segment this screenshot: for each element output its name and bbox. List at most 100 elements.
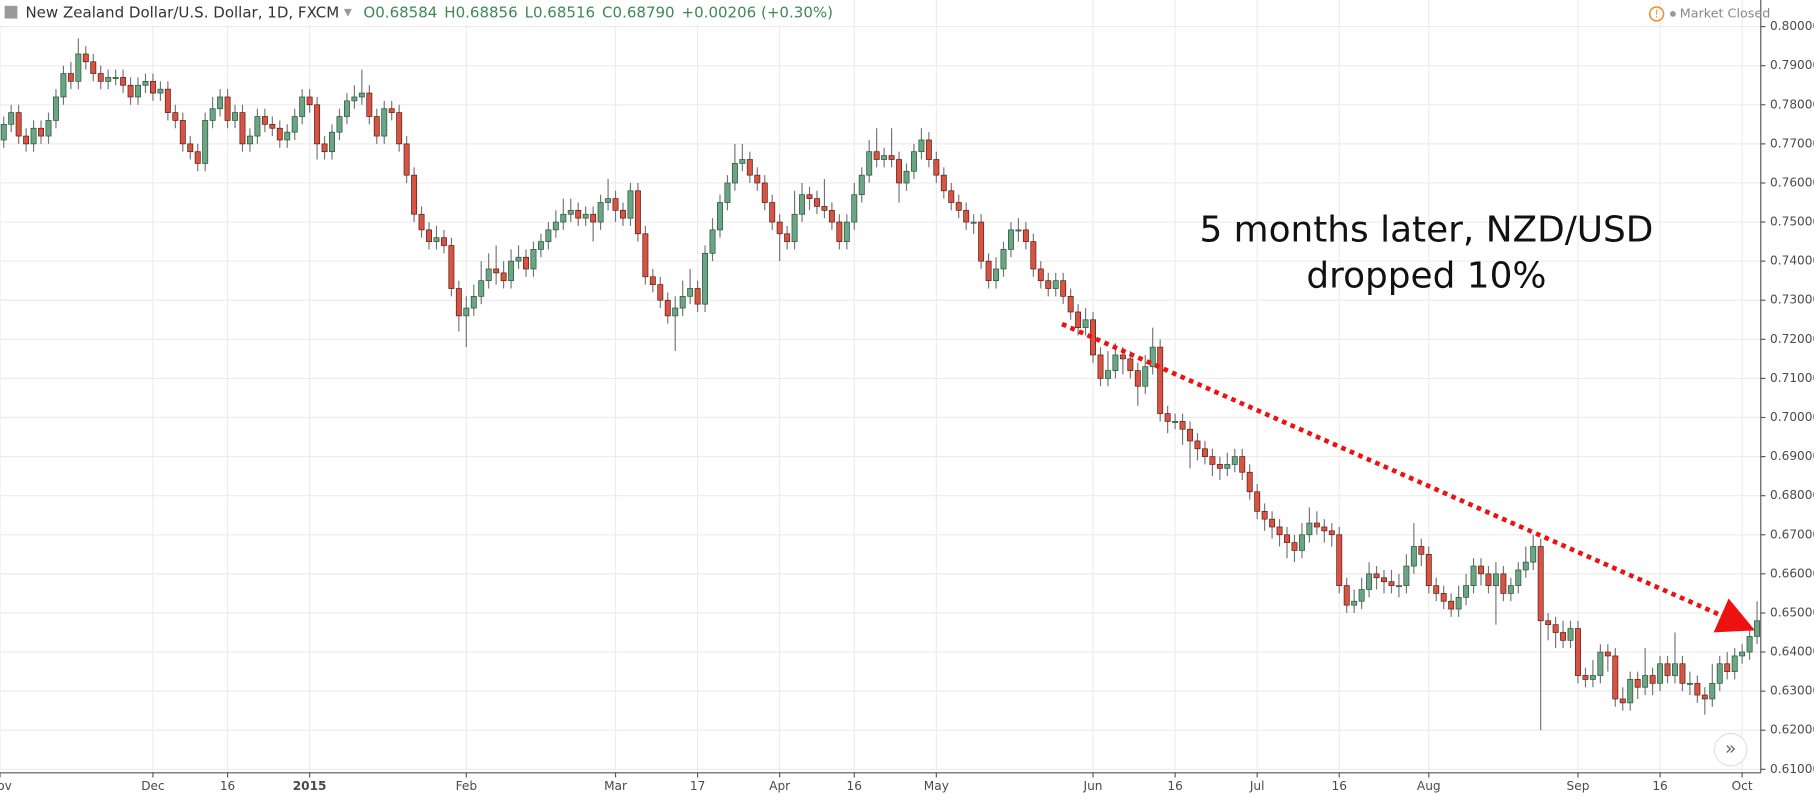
candle-body — [1149, 346, 1156, 368]
candle-body — [1164, 413, 1171, 422]
candle-body — [1187, 428, 1193, 442]
candle-body — [911, 151, 917, 172]
candle-body — [1321, 526, 1328, 532]
candle-body — [67, 73, 74, 82]
candle-body — [1291, 542, 1298, 551]
candle-body — [1030, 241, 1037, 270]
candle-body — [575, 209, 582, 219]
candle-body — [1694, 682, 1701, 696]
candle-body — [329, 131, 335, 153]
header-bg — [0, 0, 799, 26]
candle-body — [463, 307, 470, 317]
candle-body — [448, 245, 455, 289]
candle-body — [1306, 522, 1313, 536]
candle-body — [164, 88, 171, 113]
candle-body — [1179, 421, 1186, 430]
candle-body — [1246, 471, 1253, 493]
candle-body — [590, 213, 597, 223]
candle-body — [903, 170, 910, 184]
candle-body — [739, 159, 746, 164]
symbol-icon — [4, 5, 18, 19]
candle-body — [1112, 354, 1119, 371]
candle-body — [597, 202, 604, 223]
candle-body — [620, 209, 626, 219]
candle-body — [1075, 311, 1082, 328]
candle-body — [179, 120, 186, 145]
candle-body — [1492, 573, 1499, 586]
candle-body — [30, 127, 37, 145]
candle-body — [1052, 280, 1059, 289]
candle-body — [97, 73, 104, 82]
candle-body — [1530, 546, 1537, 563]
candle-body — [769, 202, 776, 223]
candle-body — [888, 155, 895, 160]
x-tick-label: 16 — [1167, 779, 1182, 793]
candle-body — [709, 229, 716, 254]
candle-body — [843, 221, 850, 242]
candle-body — [306, 96, 313, 106]
x-tick-label: Apr — [769, 779, 790, 793]
candle-body — [806, 194, 813, 199]
candle-body — [1440, 593, 1447, 602]
warning-icon[interactable] — [1648, 6, 1665, 22]
candle-body — [321, 143, 328, 153]
candle-body — [1448, 600, 1455, 610]
candle-body — [1515, 569, 1522, 586]
candle-body — [440, 237, 447, 246]
candle-body — [1664, 663, 1671, 676]
candle-body — [1686, 682, 1693, 685]
candle-body — [821, 206, 828, 211]
candle-body — [1298, 534, 1305, 551]
candle-body — [702, 252, 709, 305]
candle-body — [1560, 632, 1567, 641]
candle-body — [1395, 585, 1402, 588]
candle-body — [1067, 295, 1074, 313]
candle-body — [224, 96, 231, 121]
candle-body — [1007, 229, 1014, 250]
x-tick-label: Oct — [1732, 779, 1753, 793]
candle-body — [1366, 573, 1373, 590]
candle-body — [433, 237, 440, 242]
candle-body — [776, 221, 783, 235]
candle-body — [1373, 573, 1380, 579]
candle-body — [299, 96, 306, 117]
candle-body — [418, 213, 425, 231]
candle-body — [1485, 573, 1492, 586]
candle-body — [1604, 651, 1611, 657]
header: New Zealand Dollar/U.S. Dollar, 1D, FXCM… — [25, 3, 833, 21]
candle-body — [187, 143, 194, 153]
scroll-button[interactable] — [1713, 732, 1748, 767]
candle-body — [612, 198, 619, 211]
candle-body — [851, 194, 858, 223]
candle-body — [1336, 534, 1343, 586]
candle-body — [60, 73, 67, 98]
candle-body — [508, 260, 515, 282]
candle-body — [731, 163, 738, 184]
candle-body — [1381, 577, 1387, 583]
legend-change: +0.00206 (+0.30%) — [682, 3, 833, 21]
candle-body — [1537, 546, 1544, 622]
candle-body — [1470, 565, 1477, 586]
candle-body — [1134, 370, 1141, 387]
candle-body — [269, 123, 276, 129]
candle-body — [209, 108, 216, 121]
candle-body — [276, 127, 283, 141]
candle-body — [955, 202, 962, 211]
candle-body — [75, 53, 82, 82]
candle-body — [1201, 448, 1208, 457]
candle-body — [142, 80, 149, 86]
scroll-icon: » — [1725, 739, 1736, 760]
candle-body — [970, 221, 977, 224]
x-tick-label: Dec — [141, 779, 164, 793]
candle-body — [918, 139, 925, 153]
x-tick-label: 16 — [220, 779, 235, 793]
candle-body — [530, 249, 537, 270]
candle-body — [426, 229, 432, 242]
